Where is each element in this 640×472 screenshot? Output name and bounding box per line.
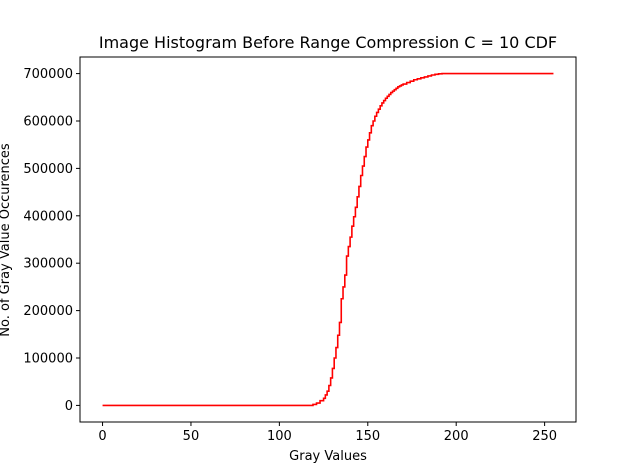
x-tick-label: 250 <box>532 429 557 444</box>
x-tick-label: 150 <box>355 429 380 444</box>
y-tick-label: 200000 <box>23 304 73 319</box>
x-axis-label: Gray Values <box>289 449 367 464</box>
x-tick-label: 0 <box>98 429 106 444</box>
y-tick-label: 300000 <box>23 257 73 272</box>
y-tick-label: 400000 <box>23 209 73 224</box>
y-tick-label: 700000 <box>23 67 73 82</box>
x-tick-label: 100 <box>267 429 292 444</box>
x-tick-label: 200 <box>444 429 469 444</box>
x-axis: 0 50 100 150 200 250 <box>98 422 557 444</box>
chart-title: Image Histogram Before Range Compression… <box>99 33 557 52</box>
plot-frame <box>79 56 577 423</box>
x-tick-label: 50 <box>183 429 200 444</box>
y-axis-label: No. of Gray Value Occurences <box>0 143 13 337</box>
plot-area <box>102 72 554 407</box>
y-axis: 0 100000 200000 300000 400000 500000 600000 700… <box>23 67 80 414</box>
y-tick-label: 500000 <box>23 162 73 177</box>
y-tick-label: 600000 <box>23 114 73 129</box>
y-tick-label: 100000 <box>23 352 73 367</box>
y-tick-label: 0 <box>65 399 73 414</box>
cdf-step-line-0 <box>102 72 554 407</box>
